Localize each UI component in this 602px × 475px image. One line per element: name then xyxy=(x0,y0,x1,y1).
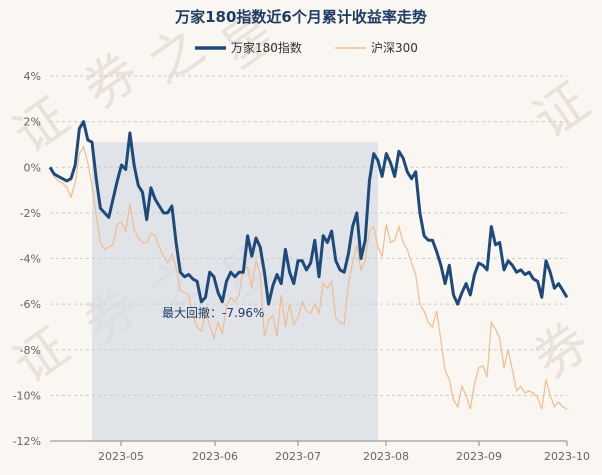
legend-label-hs300: 沪深300 xyxy=(371,41,418,55)
y-tick-label: -10% xyxy=(13,389,41,402)
watermark-char: 证 xyxy=(523,72,600,151)
y-tick-label: 2% xyxy=(24,116,41,129)
legend-label-wanjia180: 万家180指数 xyxy=(231,40,302,55)
grid-lines xyxy=(50,75,567,396)
x-tick-label: 2023-06 xyxy=(192,450,238,463)
y-tick-label: 4% xyxy=(24,70,41,83)
x-tick-label: 2023-05 xyxy=(98,450,144,463)
series-line-hs300 xyxy=(49,145,568,410)
y-tick-label: -8% xyxy=(20,344,41,357)
y-tick-label: -6% xyxy=(20,298,41,311)
watermark-char: 券 xyxy=(73,42,150,121)
x-tick-label: 2023-10 xyxy=(544,450,590,463)
x-tick-label: 2023-09 xyxy=(456,450,502,463)
x-axis-ticks: 2023-05 2023-06 2023-07 2023-08 2023-09 2023-… xyxy=(98,441,590,463)
y-axis-ticks: 4% 2% 0% -2% -4% -6% -8% -10% -12% xyxy=(13,70,41,448)
watermark-char: 之 xyxy=(138,17,215,96)
y-tick-label: 0% xyxy=(24,161,41,174)
watermark-char: 券 xyxy=(523,312,600,391)
y-tick-label: -12% xyxy=(13,435,41,448)
legend: 万家180指数 沪深300 xyxy=(195,40,418,55)
watermark-char: 证 xyxy=(3,87,80,166)
y-tick-label: -4% xyxy=(20,253,41,266)
watermark-char: 证 xyxy=(3,317,80,396)
x-tick-label: 2023-08 xyxy=(363,450,409,463)
max-drawdown-region xyxy=(92,142,378,441)
chart-title: 万家180指数近6个月累计收益率走势 xyxy=(174,8,427,26)
x-tick-label: 2023-07 xyxy=(275,450,321,463)
series-line-wanjia180 xyxy=(48,120,569,306)
max-drawdown-label: 最大回撤：-7.96% xyxy=(162,305,264,320)
y-tick-label: -2% xyxy=(20,207,41,220)
